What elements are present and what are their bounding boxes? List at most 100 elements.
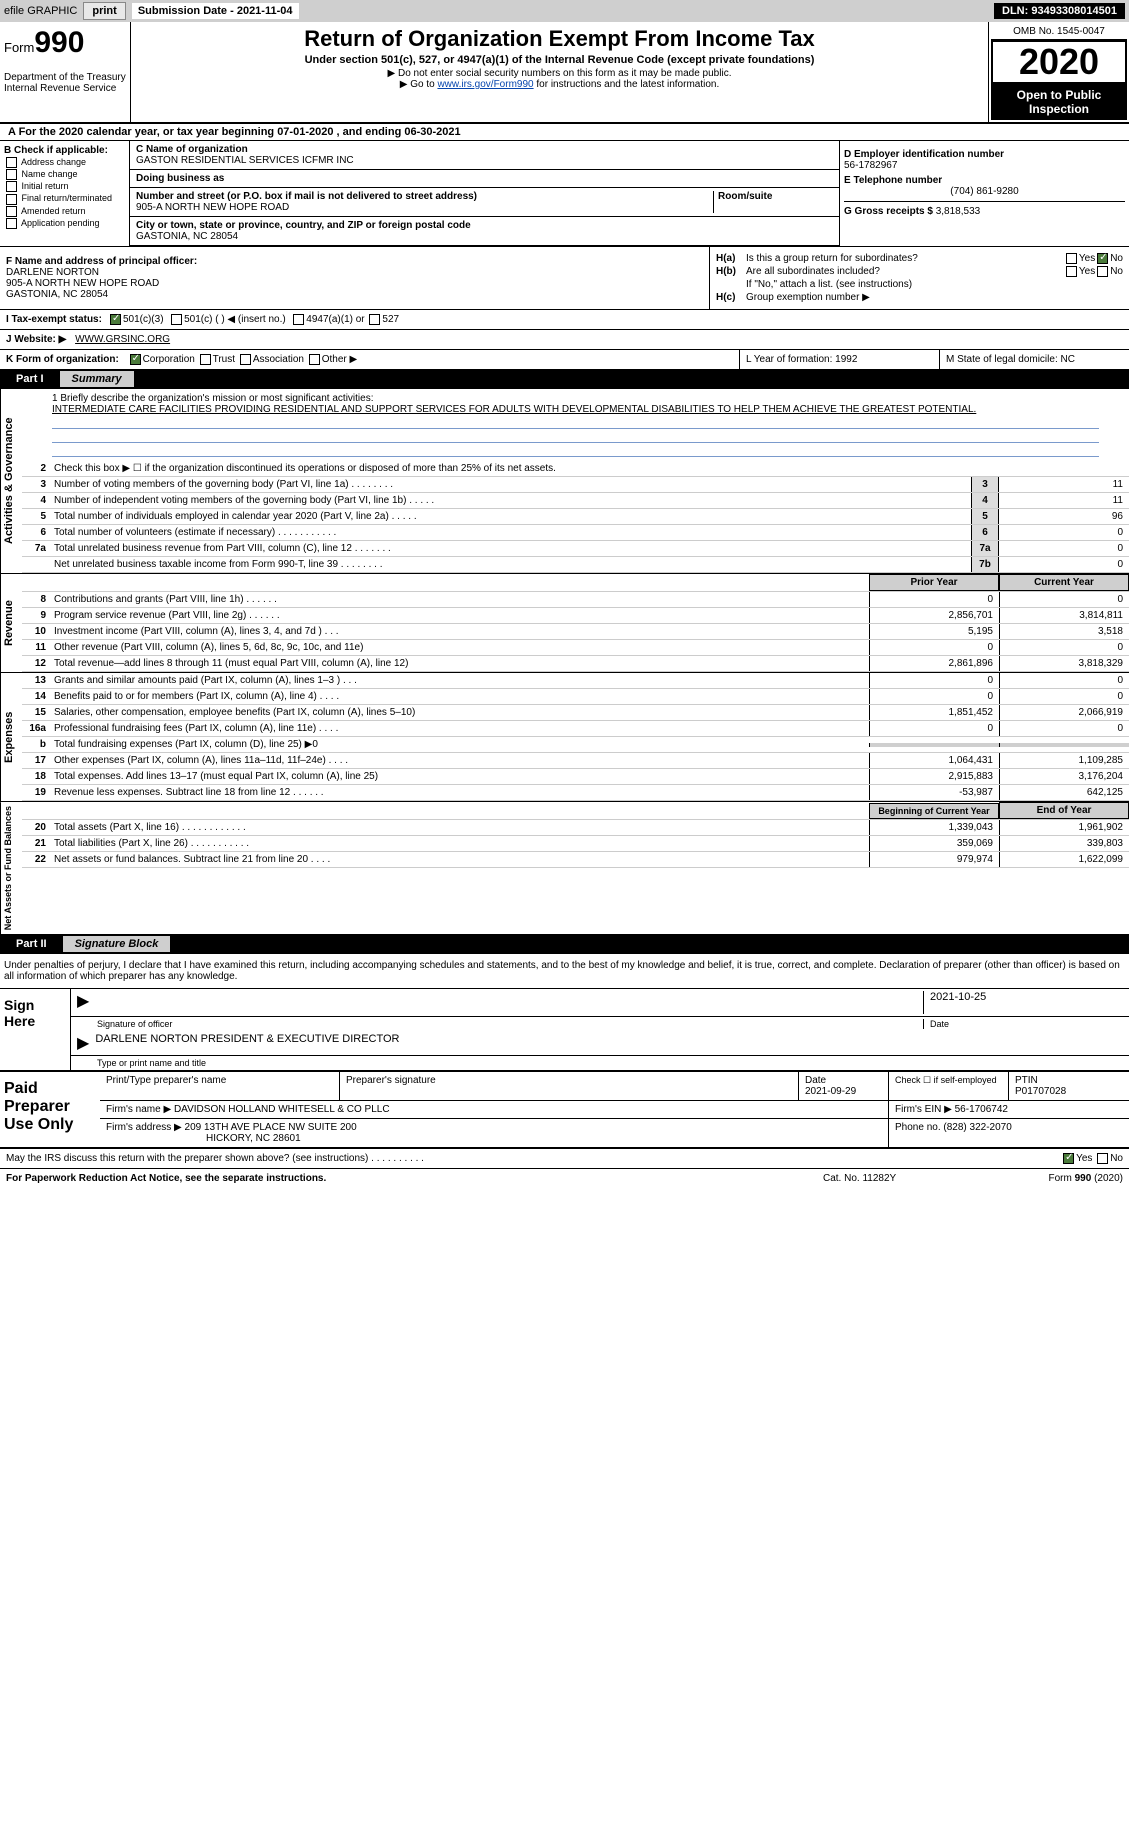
ptin: P01707028	[1015, 1086, 1066, 1097]
print-button[interactable]: print	[83, 2, 125, 20]
officer-name: DARLENE NORTON	[6, 267, 99, 278]
form-subtitle: Under section 501(c), 527, or 4947(a)(1)…	[135, 54, 984, 66]
firm-addr-label: Firm's address ▶	[106, 1122, 182, 1133]
section-b: B Check if applicable: Address change Na…	[0, 141, 130, 246]
name-label: C Name of organization	[136, 144, 248, 155]
prep-sig-label: Preparer's signature	[340, 1072, 799, 1100]
mid-section: F Name and address of principal officer:…	[0, 246, 1129, 369]
section-b-option[interactable]: Application pending	[4, 218, 125, 229]
section-k: K Form of organization: Corporation Trus…	[0, 350, 739, 369]
summary-revenue: Revenue Prior Year Current Year 8Contrib…	[0, 573, 1129, 672]
footer-left: For Paperwork Reduction Act Notice, see …	[6, 1173, 823, 1184]
ptin-label: PTIN	[1015, 1075, 1038, 1086]
corp-checkbox[interactable]	[130, 354, 141, 365]
section-b-option[interactable]: Initial return	[4, 181, 125, 192]
sign-here-block: Sign Here ▶2021-10-25 Signature of offic…	[0, 988, 1129, 1070]
section-b-option[interactable]: Amended return	[4, 206, 125, 217]
paid-preparer-block: Paid Preparer Use Only Print/Type prepar…	[0, 1070, 1129, 1149]
gov-row: 5Total number of individuals employed in…	[22, 509, 1129, 525]
org-name: GASTON RESIDENTIAL SERVICES ICFMR INC	[136, 155, 354, 166]
self-employed-label: Check ☐ if self-employed	[889, 1072, 1009, 1100]
org-addr: 905-A NORTH NEW HOPE ROAD	[136, 202, 289, 213]
firm-ein: 56-1706742	[955, 1104, 1008, 1115]
tel-label: E Telephone number	[844, 175, 1125, 186]
section-b-head: B Check if applicable:	[4, 145, 125, 156]
mission-text: INTERMEDIATE CARE FACILITIES PROVIDING R…	[52, 404, 976, 415]
officer-name-title: DARLENE NORTON PRESIDENT & EXECUTIVE DIR…	[95, 1033, 1123, 1053]
tax-year: 2020	[991, 40, 1127, 84]
ssn-note: ▶ Do not enter social security numbers o…	[135, 68, 984, 79]
527-checkbox[interactable]	[369, 314, 380, 325]
irs-link[interactable]: www.irs.gov/Form990	[437, 79, 533, 90]
room-label: Room/suite	[718, 191, 772, 202]
4947-checkbox[interactable]	[293, 314, 304, 325]
gov-row: 6Total number of volunteers (estimate if…	[22, 525, 1129, 541]
ha-yes-checkbox[interactable]	[1066, 253, 1077, 264]
ein-label: D Employer identification number	[844, 149, 1125, 160]
firm-addr1: 209 13TH AVE PLACE NW SUITE 200	[185, 1122, 357, 1133]
firm-phone: (828) 322-2070	[943, 1122, 1011, 1133]
501c3-checkbox[interactable]	[110, 314, 121, 325]
website-link[interactable]: WWW.GRSINC.ORG	[75, 334, 170, 345]
gov-row: 3Number of voting members of the governi…	[22, 477, 1129, 493]
section-d: D Employer identification number56-17829…	[839, 141, 1129, 246]
top-toolbar: efile GRAPHIC print Submission Date - 20…	[0, 0, 1129, 22]
dba-label: Doing business as	[136, 173, 224, 184]
prep-name-label: Print/Type preparer's name	[100, 1072, 340, 1100]
phone-label: Phone no.	[895, 1122, 941, 1133]
date-label: Date	[923, 1019, 1123, 1029]
summary-netassets: Net Assets or Fund Balances Beginning of…	[0, 801, 1129, 934]
ha-no-checkbox[interactable]	[1097, 253, 1108, 264]
page-footer: For Paperwork Reduction Act Notice, see …	[0, 1168, 1129, 1188]
sig-officer-label: Signature of officer	[97, 1019, 923, 1029]
section-m: M State of legal domicile: NC	[939, 350, 1129, 369]
data-row: 12Total revenue—add lines 8 through 11 (…	[22, 656, 1129, 672]
section-h: H(a)Is this a group return for subordina…	[709, 247, 1129, 309]
assoc-checkbox[interactable]	[240, 354, 251, 365]
section-l: L Year of formation: 1992	[739, 350, 939, 369]
prep-date-label: Date	[805, 1075, 826, 1086]
section-i: I Tax-exempt status: 501(c)(3) 501(c) ( …	[0, 309, 1129, 329]
expenses-label: Expenses	[0, 673, 22, 801]
sign-here-label: Sign Here	[0, 989, 70, 1070]
firm-name: DAVIDSON HOLLAND WHITESELL & CO PLLC	[174, 1104, 390, 1115]
data-row: 11Other revenue (Part VIII, column (A), …	[22, 640, 1129, 656]
gross-label: G Gross receipts $	[844, 206, 933, 217]
section-b-option[interactable]: Name change	[4, 169, 125, 180]
discuss-row: May the IRS discuss this return with the…	[0, 1149, 1129, 1168]
footer-mid: Cat. No. 11282Y	[823, 1173, 973, 1184]
hb-no-checkbox[interactable]	[1097, 266, 1108, 277]
data-row: 14Benefits paid to or for members (Part …	[22, 689, 1129, 705]
501c-checkbox[interactable]	[171, 314, 182, 325]
other-checkbox[interactable]	[309, 354, 320, 365]
hb-yes-checkbox[interactable]	[1066, 266, 1077, 277]
revenue-label: Revenue	[0, 574, 22, 672]
discuss-yes-checkbox[interactable]	[1063, 1153, 1074, 1164]
discuss-no-checkbox[interactable]	[1097, 1153, 1108, 1164]
section-f: F Name and address of principal officer:…	[0, 252, 709, 304]
data-row: bTotal fundraising expenses (Part IX, co…	[22, 737, 1129, 753]
revenue-header: Prior Year Current Year	[22, 574, 1129, 592]
section-b-option[interactable]: Final return/terminated	[4, 193, 125, 204]
data-row: 19Revenue less expenses. Subtract line 1…	[22, 785, 1129, 801]
preparer-label: Paid Preparer Use Only	[0, 1072, 100, 1147]
officer-addr2: GASTONIA, NC 28054	[6, 289, 108, 300]
data-row: 16aProfessional fundraising fees (Part I…	[22, 721, 1129, 737]
officer-addr1: 905-A NORTH NEW HOPE ROAD	[6, 278, 159, 289]
form-title: Return of Organization Exempt From Incom…	[135, 26, 984, 52]
data-row: 20Total assets (Part X, line 16) . . . .…	[22, 820, 1129, 836]
tel: (704) 861-9280	[844, 186, 1125, 197]
section-b-option[interactable]: Address change	[4, 157, 125, 168]
gov-row: Net unrelated business taxable income fr…	[22, 557, 1129, 573]
hb-note: If "No," attach a list. (see instruction…	[746, 279, 1123, 290]
governance-label: Activities & Governance	[0, 389, 22, 573]
trust-checkbox[interactable]	[200, 354, 211, 365]
efile-label: efile GRAPHIC	[4, 5, 77, 17]
gov-row: 2Check this box ▶ ☐ if the organization …	[22, 461, 1129, 477]
net-header: Beginning of Current Year End of Year	[22, 802, 1129, 820]
submission-date: Submission Date - 2021-11-04	[132, 3, 299, 19]
dln-label: DLN: 93493308014501	[994, 3, 1125, 19]
section-bcd: B Check if applicable: Address change Na…	[0, 140, 1129, 246]
section-j: J Website: ▶ WWW.GRSINC.ORG	[0, 329, 1129, 349]
data-row: 17Other expenses (Part IX, column (A), l…	[22, 753, 1129, 769]
